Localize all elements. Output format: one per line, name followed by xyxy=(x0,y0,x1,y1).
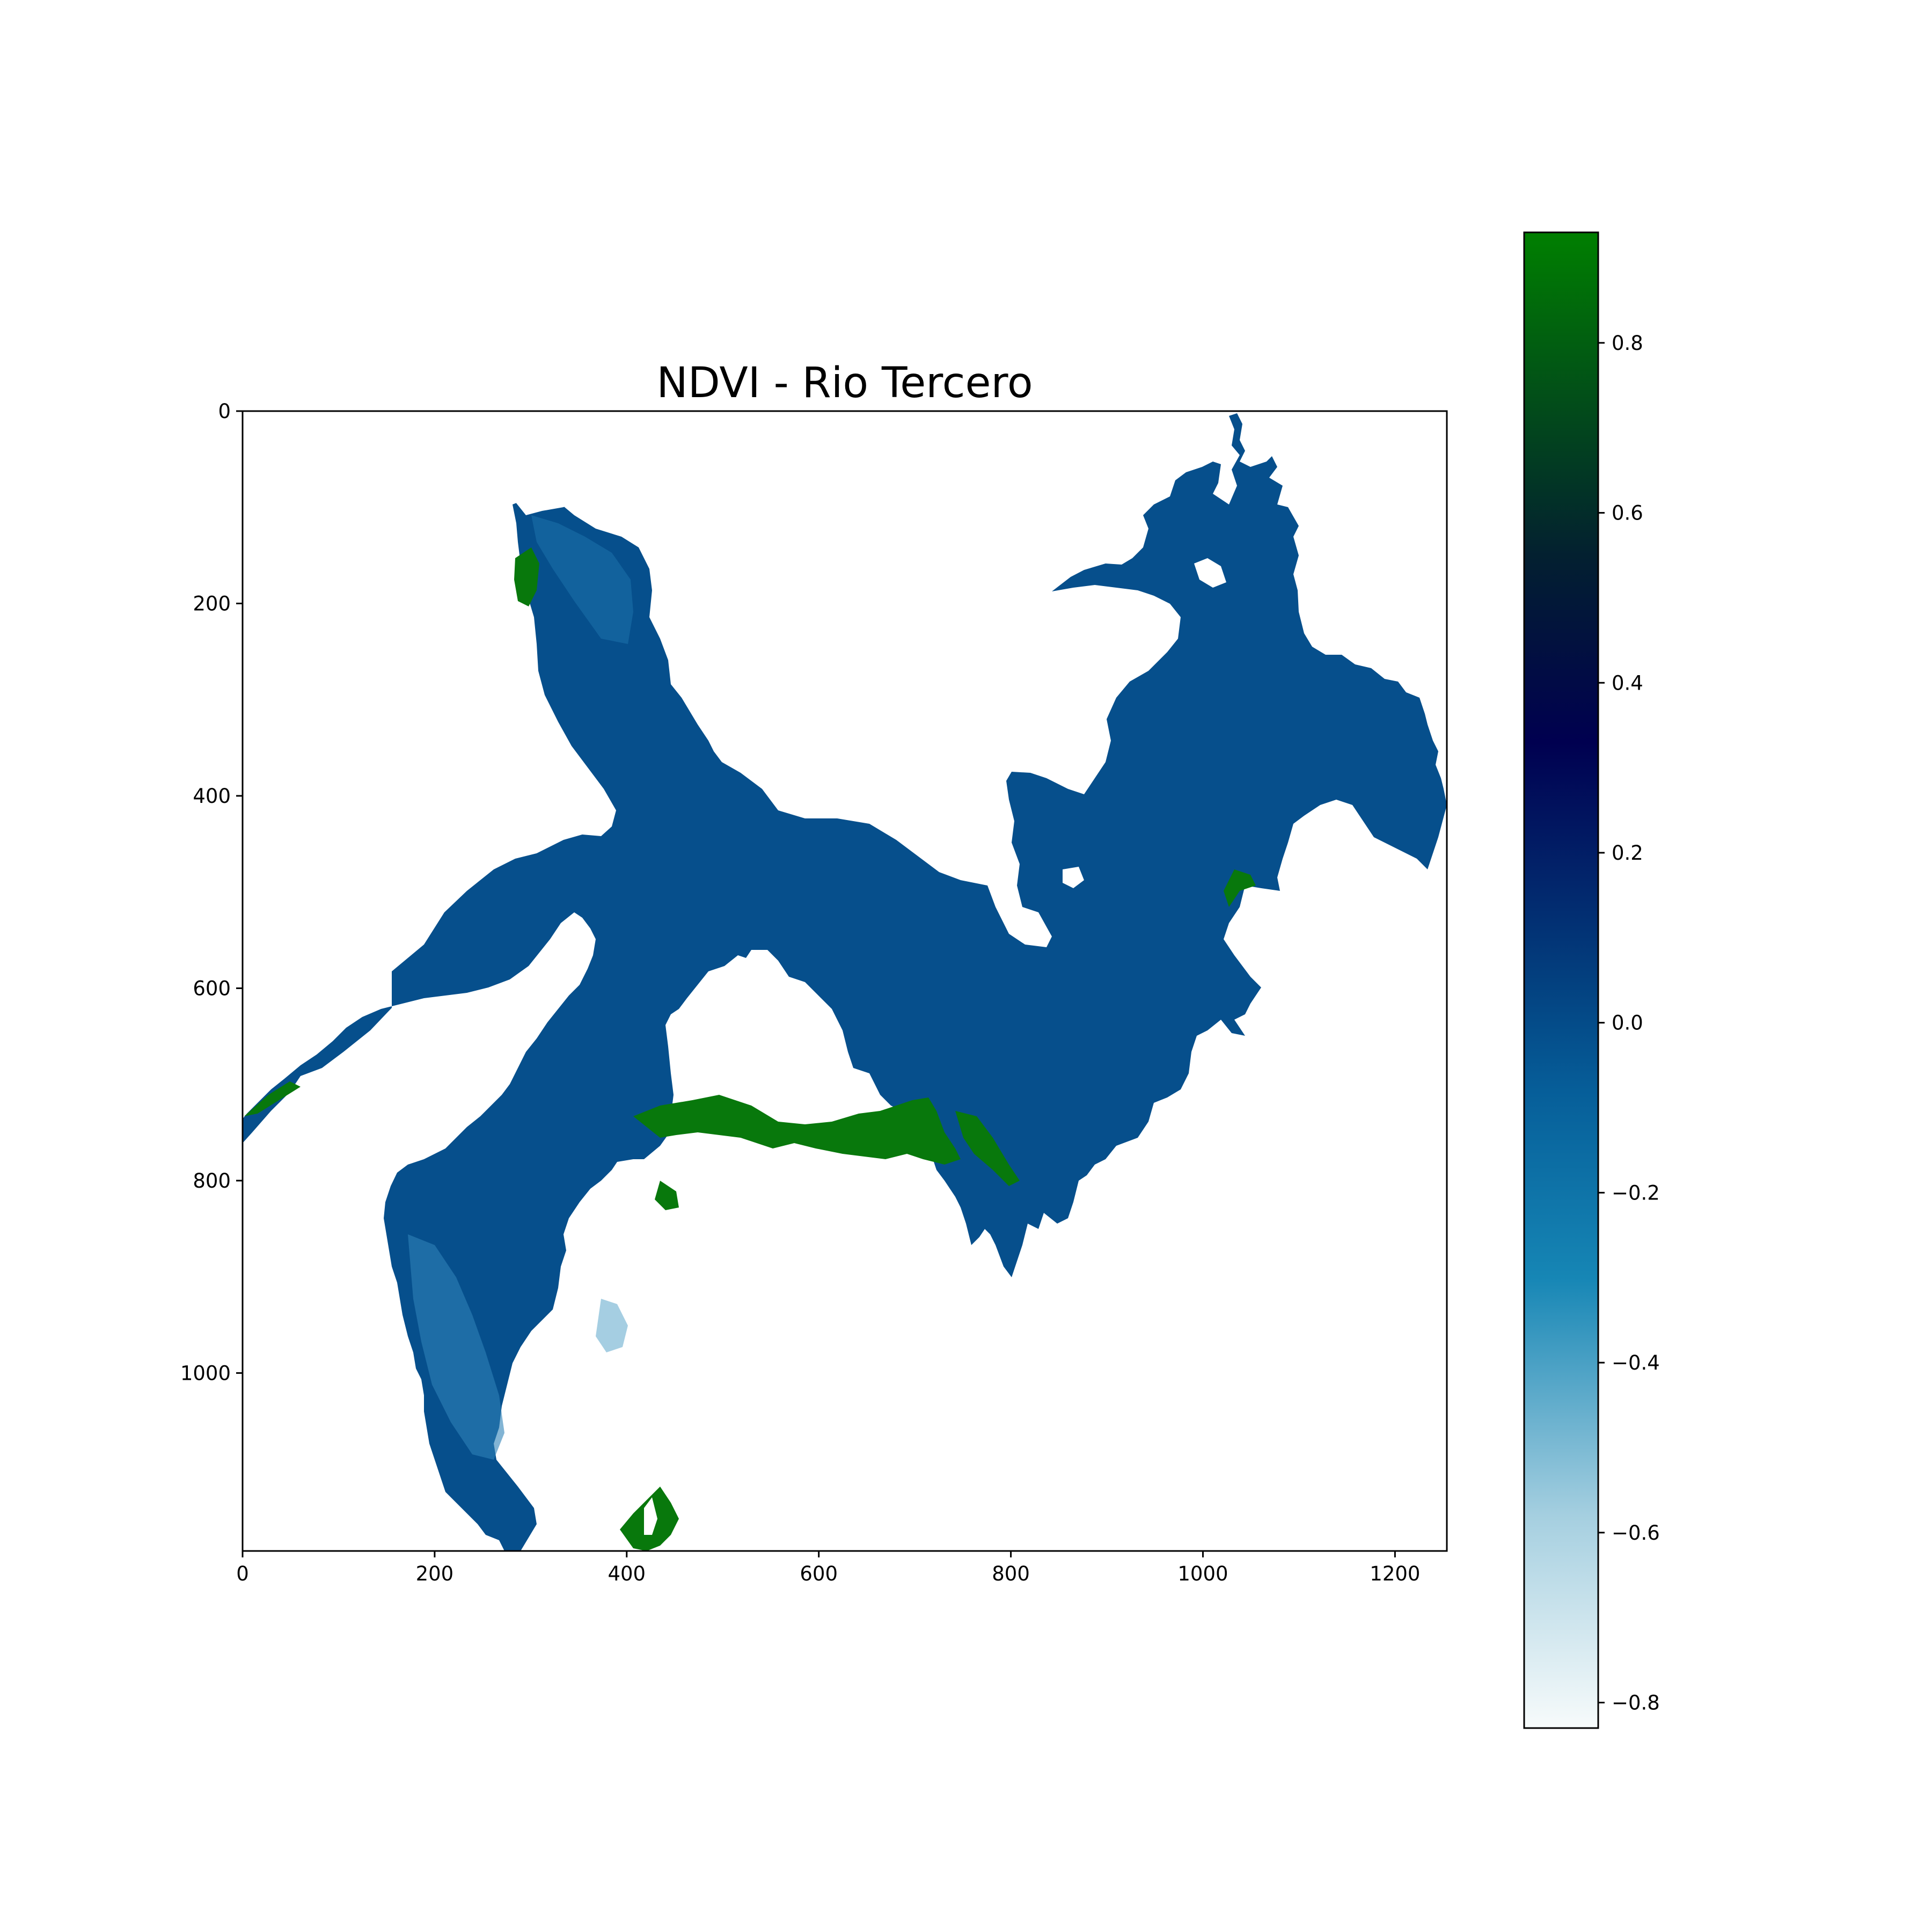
colorbar-tick-label: −0.6 xyxy=(1612,1521,1660,1545)
ndvi-raster xyxy=(243,413,1447,1551)
ndvi-image-plot: 0 200 400 600 800 1000 1200 0 200 400 600 800 1000 xyxy=(180,400,1448,1585)
colorbar: −0.8 −0.6 −0.4 −0.2 0.0 0.2 0.4 0.6 0.8 xyxy=(1523,231,1660,1729)
colorbar-tick-label: −0.4 xyxy=(1612,1351,1660,1374)
x-tick-label: 0 xyxy=(236,1562,249,1585)
colorbar-tick-label: 0.0 xyxy=(1612,1012,1643,1035)
colorbar-tick-label: 0.6 xyxy=(1612,502,1643,525)
y-tick-label: 1000 xyxy=(180,1362,231,1385)
x-tick-label: 400 xyxy=(608,1562,646,1585)
vegetation-patch xyxy=(955,1111,1020,1186)
vegetation-patch xyxy=(244,1081,301,1116)
island xyxy=(644,1497,657,1535)
y-tick-label: 400 xyxy=(193,785,231,808)
colorbar-tick-label: −0.8 xyxy=(1612,1691,1660,1714)
island xyxy=(1063,867,1084,888)
vegetation-patch xyxy=(633,1095,961,1165)
y-tick-label: 800 xyxy=(193,1169,231,1192)
colorbar-tick-label: 0.8 xyxy=(1612,332,1643,355)
x-axis: 0 200 400 600 800 1000 1200 xyxy=(236,1551,1420,1585)
x-tick-label: 200 xyxy=(416,1562,454,1585)
reservoir-water-shallow-south xyxy=(408,1234,504,1460)
vegetation-patch xyxy=(1224,869,1256,907)
island xyxy=(1194,558,1226,588)
y-axis: 0 200 400 600 800 1000 xyxy=(180,400,243,1385)
colorbar-frame xyxy=(1523,231,1599,1729)
plot-frame xyxy=(241,410,1448,1552)
island xyxy=(515,486,580,515)
x-tick-label: 1000 xyxy=(1177,1562,1228,1585)
reservoir-water-shallow xyxy=(531,515,633,644)
colorbar-axis: −0.8 −0.6 −0.4 −0.2 0.0 0.2 0.4 0.6 0.8 xyxy=(1598,332,1660,1714)
x-tick-label: 600 xyxy=(800,1562,838,1585)
vegetation-patch xyxy=(514,547,539,606)
reservoir-water-lightest xyxy=(596,1299,628,1352)
chart-title: NDVI - Rio Tercero xyxy=(656,359,1033,407)
colorbar-tick-label: 0.4 xyxy=(1612,671,1643,694)
colorbar-tick-label: −0.2 xyxy=(1612,1181,1660,1204)
x-tick-label: 800 xyxy=(992,1562,1030,1585)
y-tick-label: 200 xyxy=(193,592,231,615)
y-tick-label: 600 xyxy=(193,977,231,1000)
colorbar-tick-label: 0.2 xyxy=(1612,841,1643,865)
x-tick-label: 1200 xyxy=(1370,1562,1420,1585)
y-tick-label: 0 xyxy=(218,400,231,423)
vegetation-patch xyxy=(655,1181,679,1210)
reservoir-water xyxy=(243,413,1447,1551)
colorbar-fill xyxy=(1524,232,1598,1728)
